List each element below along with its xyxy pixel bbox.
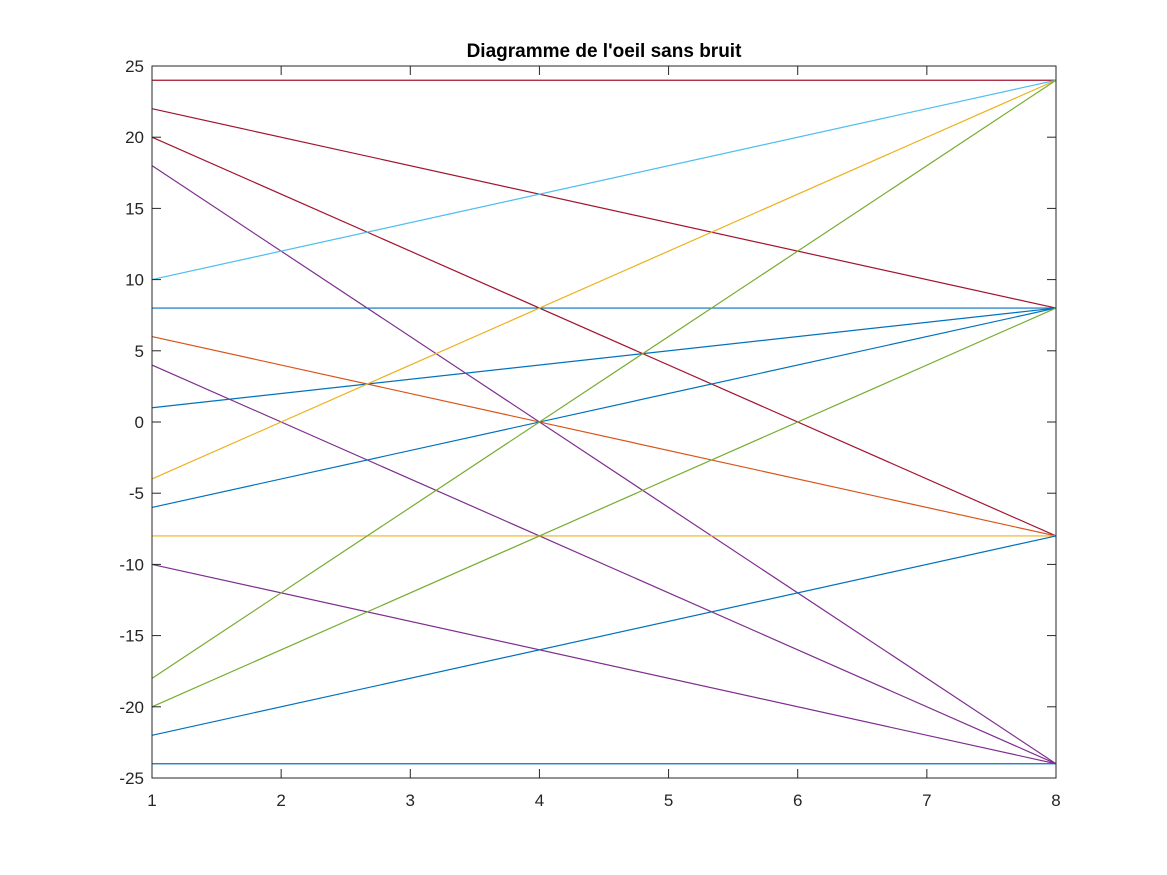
x-tick-label-7: 7 — [922, 791, 931, 810]
y-tick-label-0: 0 — [135, 413, 144, 432]
series-line-11 — [151, 307, 1057, 509]
y-tick-label--20: -20 — [119, 698, 144, 717]
ticks-layer: 1 2 3 4 5 6 7 8 25 20 15 10 5 0 -5 -10 -15 -20 -25 — [119, 57, 1060, 810]
series-layer — [151, 79, 1057, 765]
y-tick-label-5: 5 — [135, 342, 144, 361]
y-tick-label--15: -15 — [119, 627, 144, 646]
y-tick-label--5: -5 — [129, 484, 144, 503]
x-tick-label-1: 1 — [147, 791, 156, 810]
x-tick-label-5: 5 — [664, 791, 673, 810]
series-line-5 — [151, 79, 1057, 281]
x-tick-label-6: 6 — [793, 791, 802, 810]
x-tick-label-4: 4 — [535, 791, 544, 810]
y-tick-label-10: 10 — [125, 271, 144, 290]
series-line-14 — [151, 79, 1057, 679]
y-tick-label-15: 15 — [125, 199, 144, 218]
x-tick-label-3: 3 — [406, 791, 415, 810]
chart-title: Diagramme de l'oeil sans bruit — [467, 41, 742, 62]
x-tick-label-2: 2 — [276, 791, 285, 810]
series-line-9 — [151, 307, 1057, 409]
series-line-13 — [151, 563, 1057, 765]
series-line-16 — [151, 535, 1057, 736]
series-line-10 — [151, 79, 1057, 480]
y-tick-label-25: 25 — [125, 57, 144, 76]
series-line-7 — [151, 335, 1057, 537]
y-tick-label--25: -25 — [119, 769, 144, 788]
series-line-4 — [151, 165, 1057, 765]
y-tick-label--10: -10 — [119, 555, 144, 574]
series-line-2 — [151, 108, 1057, 309]
x-tick-label-8: 8 — [1051, 791, 1060, 810]
series-line-15 — [151, 307, 1057, 708]
series-line-3 — [151, 136, 1057, 537]
y-tick-label-20: 20 — [125, 128, 144, 147]
series-line-8 — [151, 364, 1057, 765]
